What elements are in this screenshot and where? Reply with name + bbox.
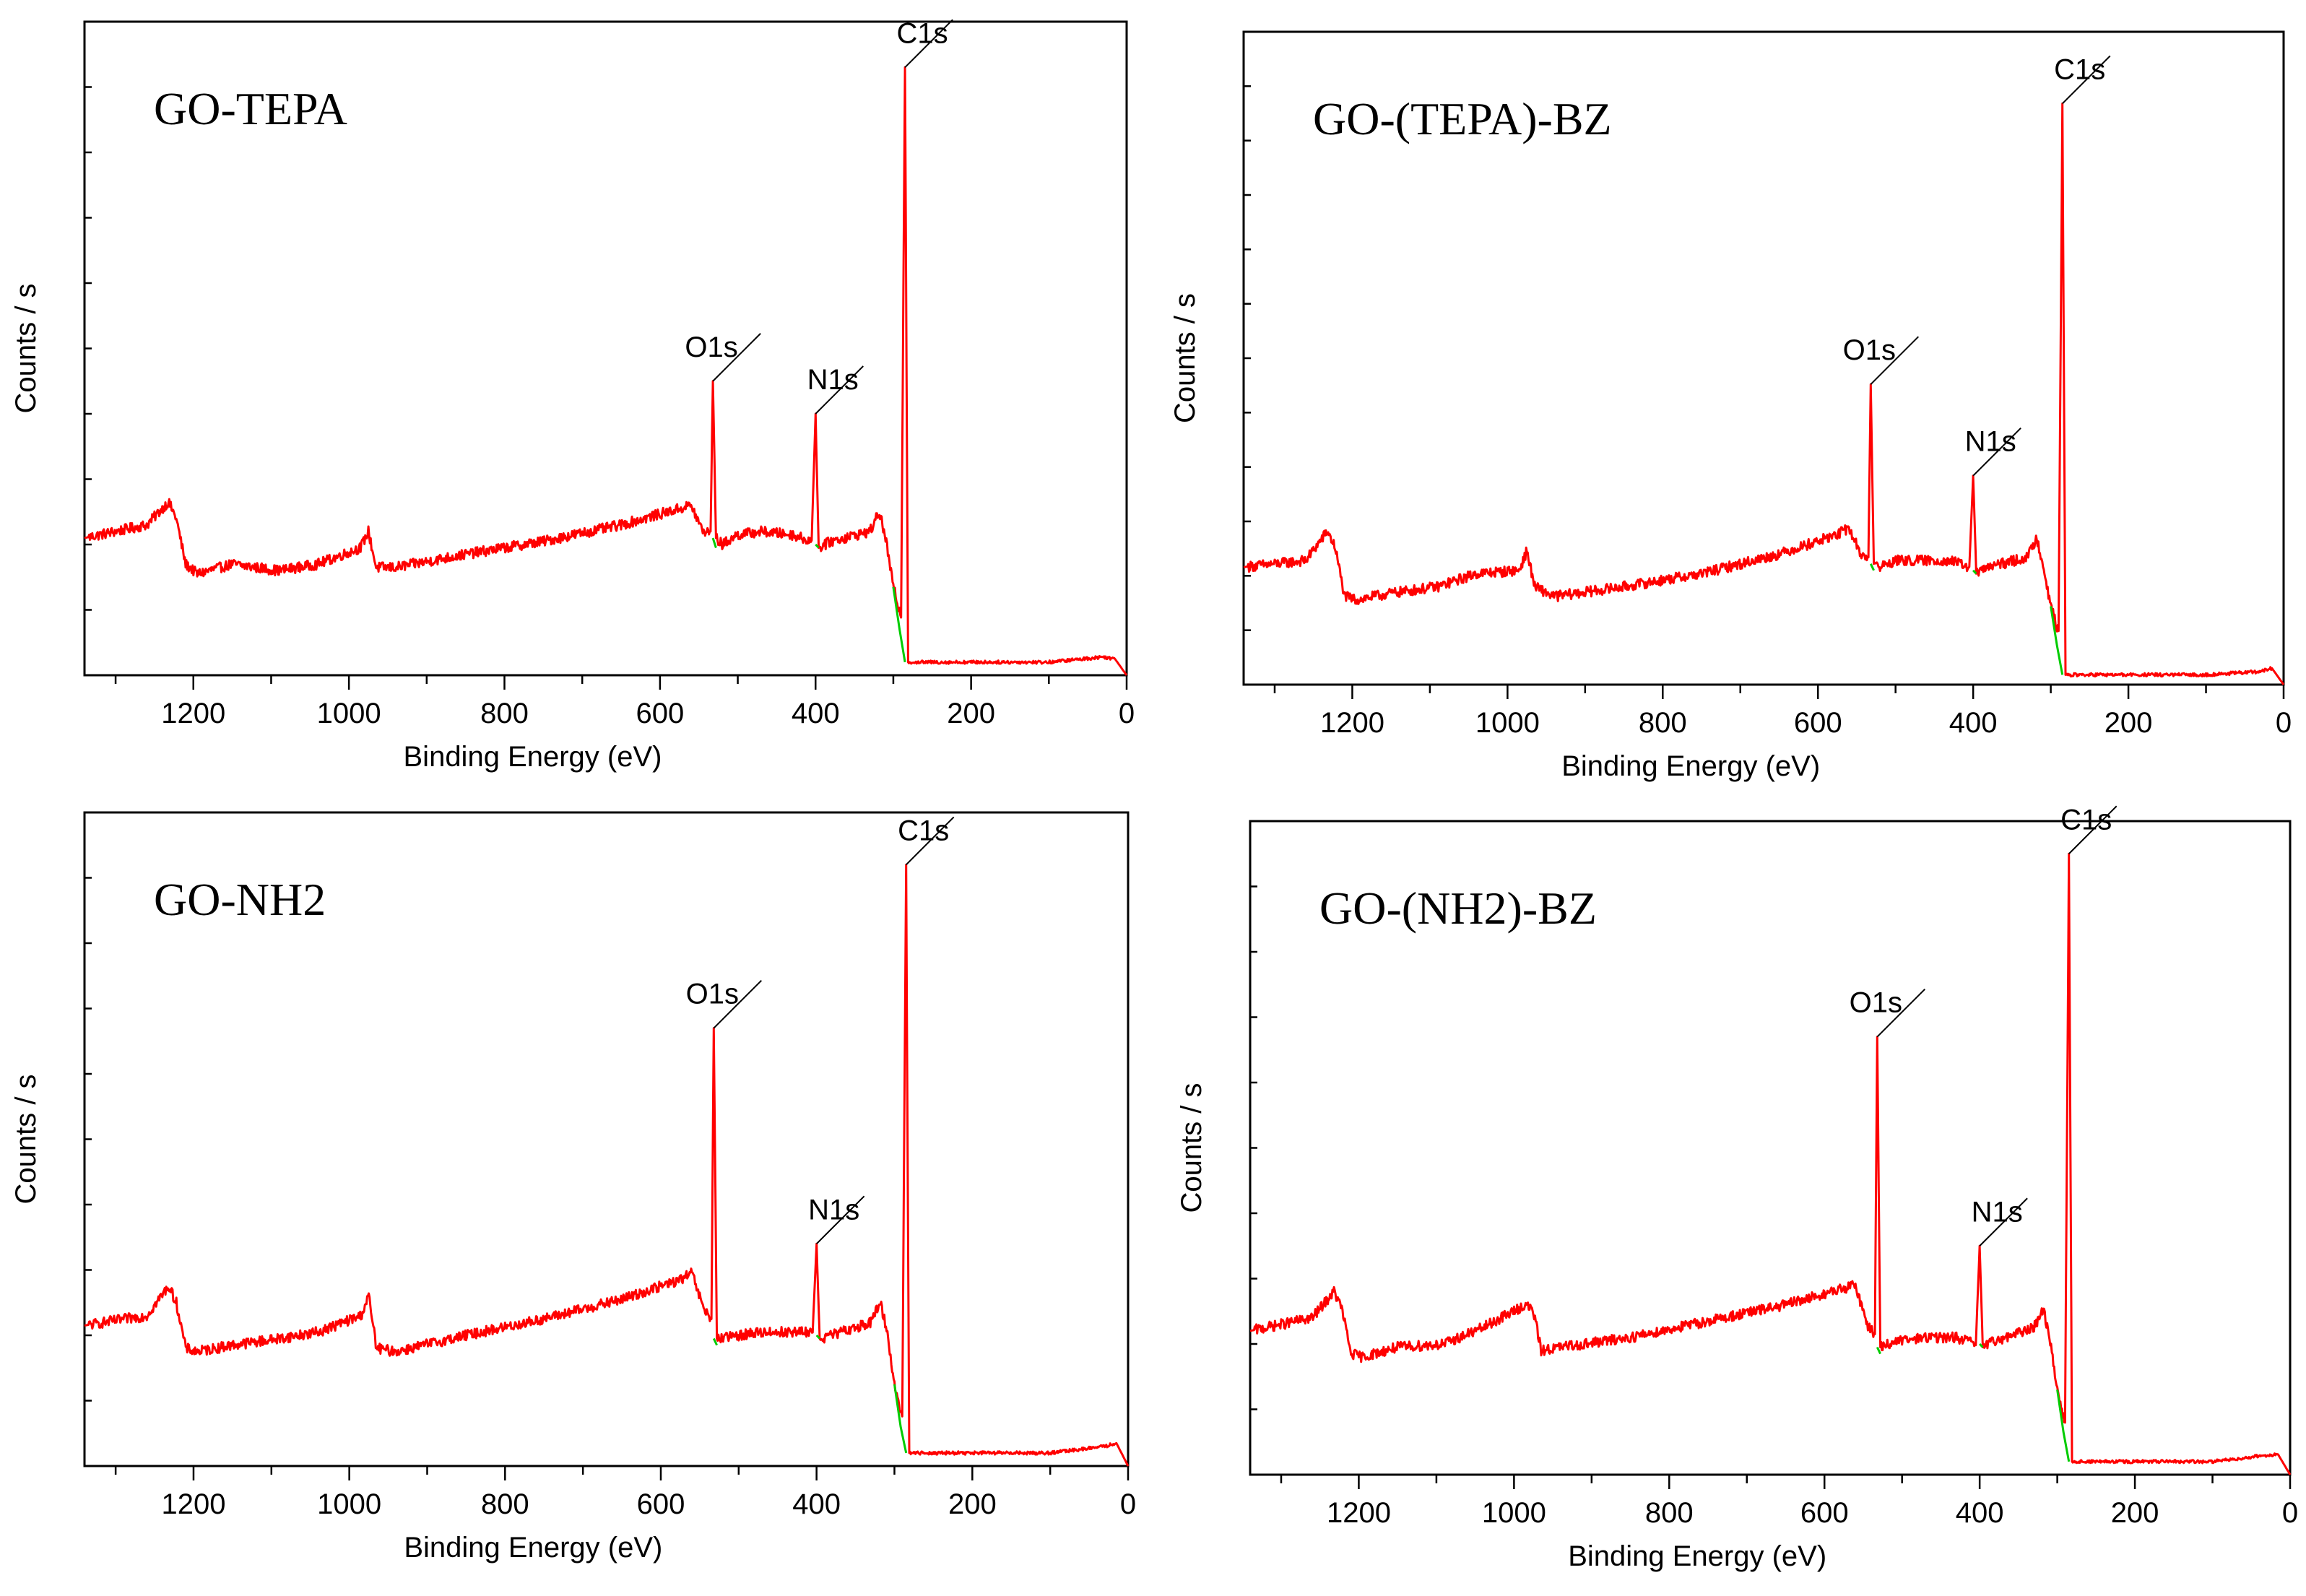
peak-leader-line	[904, 19, 953, 69]
y-axis-label: Counts / s	[1176, 1083, 1208, 1213]
x-tick-label: 400	[1956, 1497, 2004, 1529]
y-axis-label: Counts / s	[1169, 293, 1201, 423]
x-tick-label: 0	[1120, 1488, 1136, 1520]
peak-label-n1s: N1s	[808, 1194, 859, 1226]
panel-go-nh2-bz: 1200 1000 800 600 400 200 0 Binding Energy (eV)…	[1176, 804, 2298, 1572]
background-line	[892, 586, 906, 663]
x-tick-label: 800	[481, 1488, 529, 1520]
peak-label-c1s: C1s	[2060, 804, 2112, 836]
peak-leader-line	[2068, 805, 2118, 854]
panel-title: GO-NH2	[154, 874, 326, 925]
x-tick-label: 200	[947, 698, 995, 729]
background-line	[711, 537, 717, 548]
peak-leader-line	[713, 979, 763, 1029]
background-line	[712, 1337, 718, 1346]
peak-label-o1s: O1s	[1850, 987, 1902, 1019]
background-line	[815, 543, 820, 549]
x-tick-label: 1200	[1327, 1497, 1391, 1529]
x-tick-label: 1000	[317, 1488, 381, 1520]
panel-go-tepa-bz: 1200 1000 800 600 400 200 0 Binding Energy (eV)…	[1169, 30, 2292, 782]
peak-leader-line	[815, 1195, 865, 1245]
peak-label-n1s: N1s	[1972, 1196, 2023, 1228]
x-tick-label: 1000	[1482, 1497, 1546, 1529]
x-tick-label: 600	[637, 1488, 685, 1520]
peak-leader-line	[815, 365, 864, 415]
spectrum-line	[84, 863, 1130, 1467]
x-axis-label: Binding Energy (eV)	[1568, 1540, 1826, 1572]
x-axis-label: Binding Energy (eV)	[1561, 750, 1820, 782]
x-tick-label: 400	[792, 698, 840, 729]
x-tick-label: 800	[1645, 1497, 1694, 1529]
x-tick-label: 600	[1794, 707, 1842, 739]
peak-label-o1s: O1s	[1843, 334, 1896, 366]
panel-title: GO-(TEPA)-BZ	[1313, 93, 1612, 144]
x-tick-label: 600	[1800, 1497, 1849, 1529]
x-tick-label: 400	[792, 1488, 841, 1520]
peak-label-n1s: N1s	[807, 364, 859, 396]
x-tick-label: 800	[1639, 707, 1687, 739]
peak-leader-line	[1972, 428, 2021, 477]
x-tick-label: 200	[2105, 707, 2153, 739]
peak-leader-line	[712, 333, 761, 382]
panel-go-nh2: 1200 1000 800 600 400 200 0 Binding Energy (eV)…	[10, 811, 1136, 1564]
x-tick-label: 200	[948, 1488, 997, 1520]
background-line	[1876, 1346, 1881, 1355]
peak-leader-line	[905, 816, 955, 866]
peak-label-c1s: C1s	[897, 17, 948, 49]
spectrum-line	[84, 66, 1128, 676]
peak-label-o1s: O1s	[686, 979, 739, 1010]
x-tick-label: 800	[480, 698, 529, 729]
peak-leader-line	[2062, 55, 2111, 105]
panel-title: GO-(NH2)-BZ	[1319, 882, 1597, 934]
peak-leader-line	[1979, 1197, 2028, 1246]
x-tick-label: 1000	[1475, 707, 1540, 739]
background-line	[893, 1384, 908, 1454]
x-tick-label: 1200	[1320, 707, 1384, 739]
peak-label-o1s: O1s	[685, 331, 737, 363]
peak-leader-line	[1870, 336, 1920, 385]
x-tick-label: 1200	[161, 1488, 225, 1520]
y-axis-label: Counts / s	[10, 283, 42, 413]
background-line	[2056, 1389, 2071, 1462]
spectrum-line	[1243, 102, 2285, 685]
background-line	[1979, 1343, 1984, 1348]
x-tick-label: 1200	[161, 698, 225, 729]
x-tick-label: 200	[2111, 1497, 2159, 1529]
peak-leader-line	[1876, 988, 1926, 1038]
x-tick-label: 600	[636, 698, 685, 729]
background-line	[815, 1334, 821, 1340]
x-tick-label: 0	[2282, 1497, 2298, 1529]
x-tick-label: 0	[1119, 698, 1135, 729]
x-tick-label: 0	[2276, 707, 2292, 739]
peak-label-c1s: C1s	[898, 815, 949, 846]
background-line	[1972, 569, 1977, 575]
background-line	[2050, 606, 2064, 675]
background-line	[1869, 563, 1875, 571]
panel-go-tepa: 1200 1000 800 600 400 200 0 Binding Energy (eV)…	[10, 17, 1135, 773]
spectrum-line	[1249, 852, 2292, 1475]
peak-label-c1s: C1s	[2054, 53, 2105, 85]
x-axis-label: Binding Energy (eV)	[404, 1532, 662, 1564]
x-tick-label: 400	[1949, 707, 1998, 739]
y-axis-label: Counts / s	[10, 1074, 42, 1204]
panel-title: GO-TEPA	[154, 83, 347, 134]
peak-label-n1s: N1s	[1965, 426, 2016, 458]
x-axis-label: Binding Energy (eV)	[404, 741, 662, 773]
x-tick-label: 1000	[317, 698, 381, 729]
